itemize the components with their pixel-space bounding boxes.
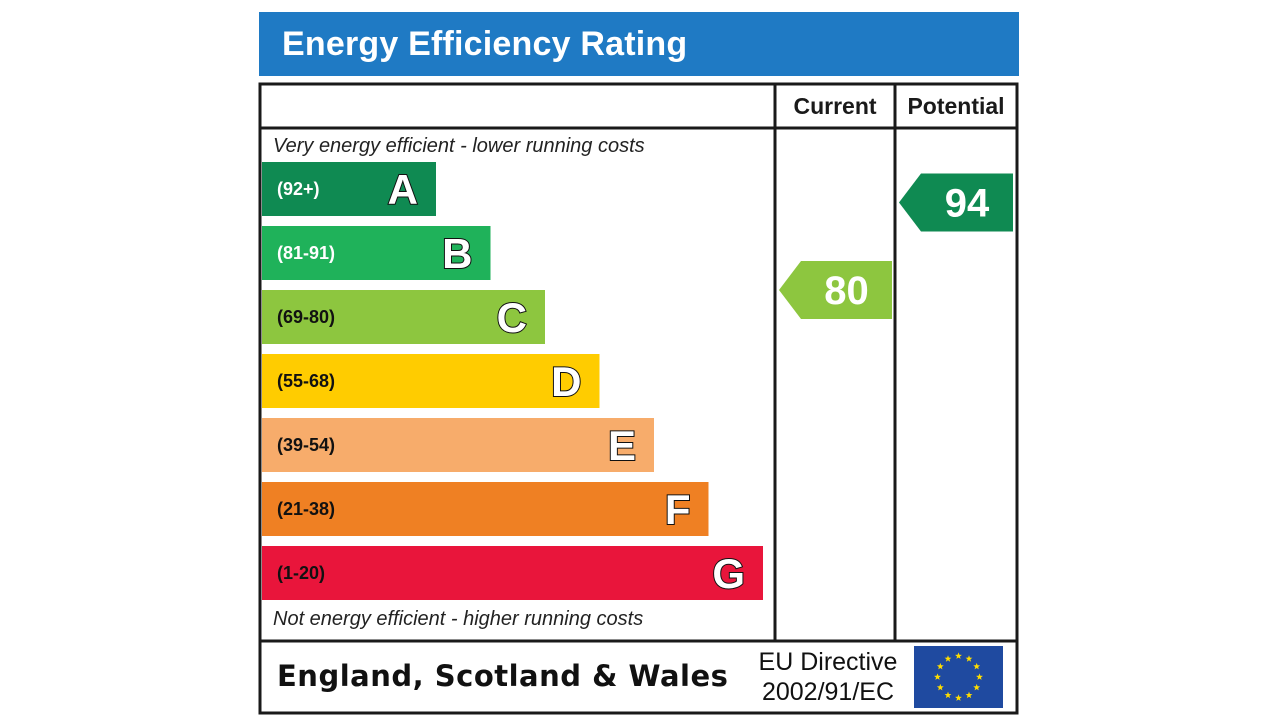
eu-star-icon	[965, 655, 973, 662]
band-a-bar	[262, 162, 436, 216]
potential-rating-arrow	[899, 173, 1013, 232]
band-d-letter: D	[551, 358, 581, 405]
title-bar: Energy Efficiency Rating	[259, 12, 1019, 76]
current-column-header: Current	[793, 93, 876, 119]
eu-star-icon	[955, 694, 962, 701]
band-g-bar	[262, 546, 763, 600]
band-e-range: (39-54)	[277, 435, 335, 455]
chart-frame	[258, 82, 1019, 715]
directive-line-2: 2002/91/EC	[762, 678, 894, 706]
band-b-letter: B	[442, 230, 472, 277]
band-g-letter: G	[712, 550, 745, 597]
eu-star-icon	[955, 652, 962, 659]
band-d-bar	[262, 354, 600, 408]
band-d-range: (55-68)	[277, 371, 335, 391]
band-f-range: (21-38)	[277, 499, 335, 519]
band-c-bar	[262, 290, 545, 344]
region-label: England, Scotland & Wales	[277, 659, 728, 693]
band-a-letter: A	[388, 166, 418, 213]
eu-flag-stars	[934, 652, 983, 701]
eu-star-icon	[973, 662, 981, 670]
rating-arrows: 80 94	[779, 173, 1013, 319]
band-b-bar	[262, 226, 491, 280]
efficient-note: Very energy efficient - lower running co…	[273, 135, 645, 157]
eu-star-icon	[976, 673, 983, 680]
band-f-bar	[262, 482, 709, 536]
current-rating-value: 80	[824, 269, 869, 313]
band-c-range: (69-80)	[277, 307, 335, 327]
current-rating-arrow	[779, 261, 892, 319]
eu-star-icon	[973, 683, 981, 691]
directive-line-1: EU Directive	[759, 648, 898, 676]
band-e-letter: E	[608, 422, 636, 469]
band-c-letter: C	[497, 294, 527, 341]
potential-column-header: Potential	[907, 93, 1004, 119]
eu-star-icon	[965, 691, 973, 699]
eu-flag-icon	[914, 646, 1003, 708]
band-f-letter: F	[665, 486, 691, 533]
page-title: Energy Efficiency Rating	[282, 24, 688, 63]
band-e-bar	[262, 418, 654, 472]
potential-rating-value: 94	[945, 182, 990, 226]
eu-star-icon	[936, 662, 944, 670]
eu-star-icon	[936, 683, 944, 691]
eu-star-icon	[934, 673, 941, 680]
band-g-range: (1-20)	[277, 563, 325, 583]
inefficient-note: Not energy efficient - higher running co…	[273, 608, 643, 630]
band-b-range: (81-91)	[277, 243, 335, 263]
eu-star-icon	[944, 655, 952, 662]
rating-bands: (92+) A (81-91) B (69-80) C (55-68) D (39-54) E (2…	[262, 162, 763, 600]
band-a-range: (92+)	[277, 179, 320, 199]
eu-star-icon	[944, 691, 952, 699]
